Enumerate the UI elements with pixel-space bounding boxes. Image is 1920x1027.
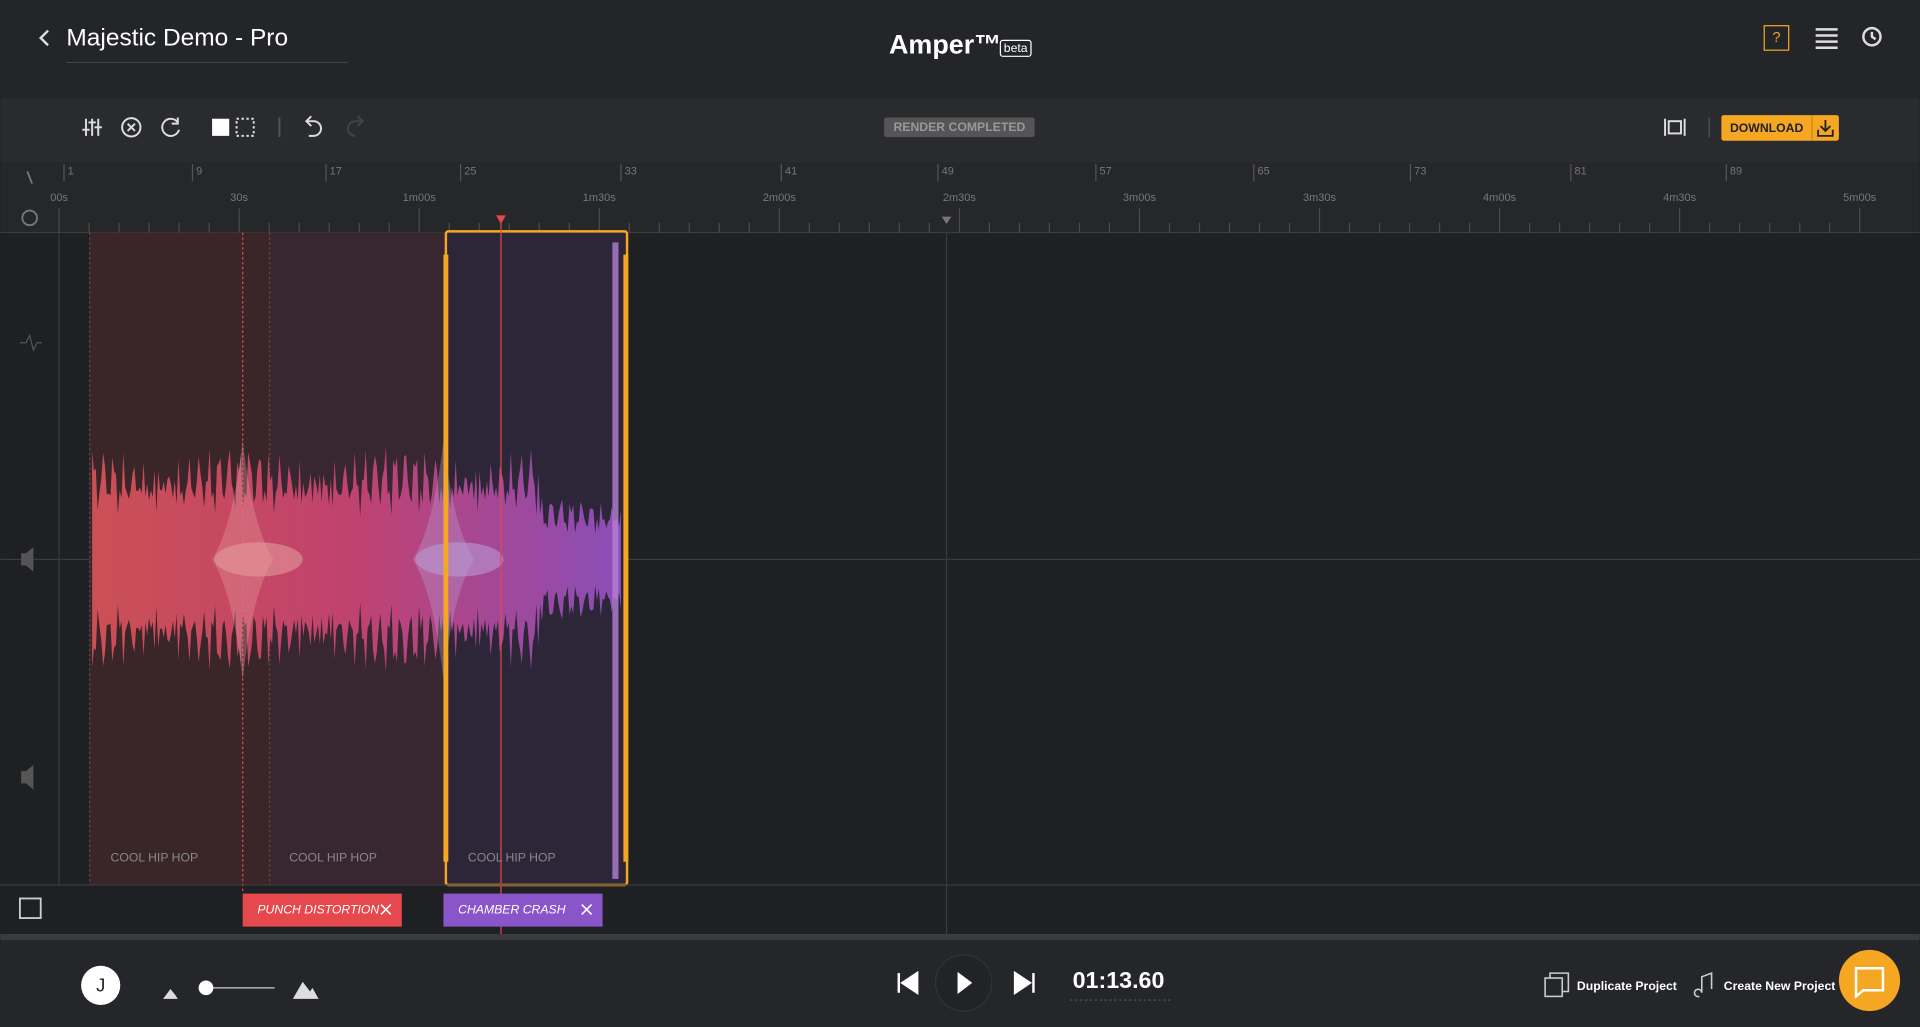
bar-label: 25 <box>464 165 476 177</box>
status-text: RENDER COMPLETED <box>893 120 1025 134</box>
time-label: 5m00s <box>1843 192 1877 204</box>
tag-remove[interactable] <box>581 904 593 915</box>
bar-label: 33 <box>625 165 637 177</box>
undo-button[interactable] <box>304 115 322 137</box>
high-volume-icon <box>292 981 319 999</box>
bar-label: 1 <box>68 165 74 177</box>
help-icon: ? <box>1772 30 1780 46</box>
volume-knob[interactable] <box>198 980 214 996</box>
lane-icon <box>18 897 42 919</box>
waveform <box>92 446 621 672</box>
bar-label: 81 <box>1574 165 1586 177</box>
create-icon <box>1693 971 1713 998</box>
avatar[interactable] <box>81 965 121 1005</box>
bar-label: 9 <box>196 165 202 177</box>
region-label: COOL HIP HOP <box>289 850 377 864</box>
bar-label: 73 <box>1414 165 1426 177</box>
solid-select[interactable] <box>212 118 230 136</box>
cancel-button[interactable] <box>121 117 142 138</box>
bar-label: 89 <box>1730 165 1742 177</box>
duplicate-button[interactable]: Duplicate Project <box>1577 979 1677 993</box>
help-button[interactable] <box>1763 25 1790 51</box>
tag[interactable] <box>443 893 603 927</box>
app-name: Amper™ <box>889 30 1001 60</box>
bar-label: 17 <box>330 165 342 177</box>
refresh-button[interactable] <box>161 117 180 137</box>
mixer-button[interactable] <box>82 118 102 136</box>
region-end-handle[interactable] <box>612 242 619 879</box>
project-title[interactable]: Majestic Demo - Pro <box>66 25 288 52</box>
dashed-select[interactable] <box>235 117 255 137</box>
tag-remove[interactable] <box>380 904 392 915</box>
region-label: COOL HIP HOP <box>110 850 198 864</box>
time-label: 3m00s <box>1123 192 1157 204</box>
time-display: 01:13.60 <box>1073 967 1165 993</box>
bar-label: 65 <box>1257 165 1269 177</box>
status-badge <box>884 117 1035 138</box>
time-label: 2m30s <box>943 192 977 204</box>
beta-badge <box>999 39 1032 57</box>
time-label: 3m30s <box>1303 192 1337 204</box>
selection-handle-left[interactable] <box>443 254 449 862</box>
tag-label: CHAMBER CRASH <box>458 902 566 916</box>
time-label: 00s <box>50 192 68 204</box>
low-volume-icon <box>163 989 178 999</box>
avatar-initial: J <box>96 974 105 995</box>
fit-button[interactable] <box>1664 118 1686 136</box>
note-icon <box>26 171 34 184</box>
time-label: 1m00s <box>403 192 437 204</box>
chat-icon <box>1854 967 1885 1000</box>
time-label: 4m30s <box>1663 192 1697 204</box>
header <box>0 0 1920 98</box>
selection-handle-right[interactable] <box>623 254 629 862</box>
region-label: COOL HIP HOP <box>468 850 556 864</box>
back-button[interactable] <box>38 29 49 47</box>
time-label: 4m00s <box>1483 192 1517 204</box>
tag-envelope-core <box>214 542 303 577</box>
play-icon <box>957 971 973 994</box>
time-label: 2m00s <box>763 192 797 204</box>
history-button[interactable] <box>1862 26 1882 47</box>
download-text: DOWNLOAD <box>1730 121 1804 135</box>
beta-text: beta <box>1004 41 1028 55</box>
side-icons <box>19 333 42 790</box>
bar-label: 57 <box>1100 165 1112 177</box>
download-button[interactable] <box>1721 115 1839 141</box>
time-label: 30s <box>230 192 248 204</box>
scrollbar[interactable] <box>0 933 1920 941</box>
duplicate-icon <box>1544 972 1570 998</box>
time-label: 1m30s <box>583 192 617 204</box>
playhead-head[interactable] <box>496 215 506 225</box>
tag[interactable] <box>242 893 402 927</box>
clock-icon <box>21 209 38 227</box>
bar-label: 41 <box>785 165 797 177</box>
redo-button <box>347 115 365 137</box>
download-icon <box>1817 119 1834 137</box>
tag-envelope-core <box>415 542 504 577</box>
end-marker <box>941 216 952 225</box>
previous-button[interactable] <box>897 970 919 996</box>
list-button[interactable] <box>1815 28 1838 49</box>
tag-label: PUNCH DISTORTION <box>257 902 379 916</box>
bar-label: 49 <box>942 165 954 177</box>
next-button[interactable] <box>1013 970 1035 996</box>
create-button[interactable]: Create New Project <box>1724 979 1836 993</box>
chat-button[interactable] <box>1838 949 1901 1012</box>
